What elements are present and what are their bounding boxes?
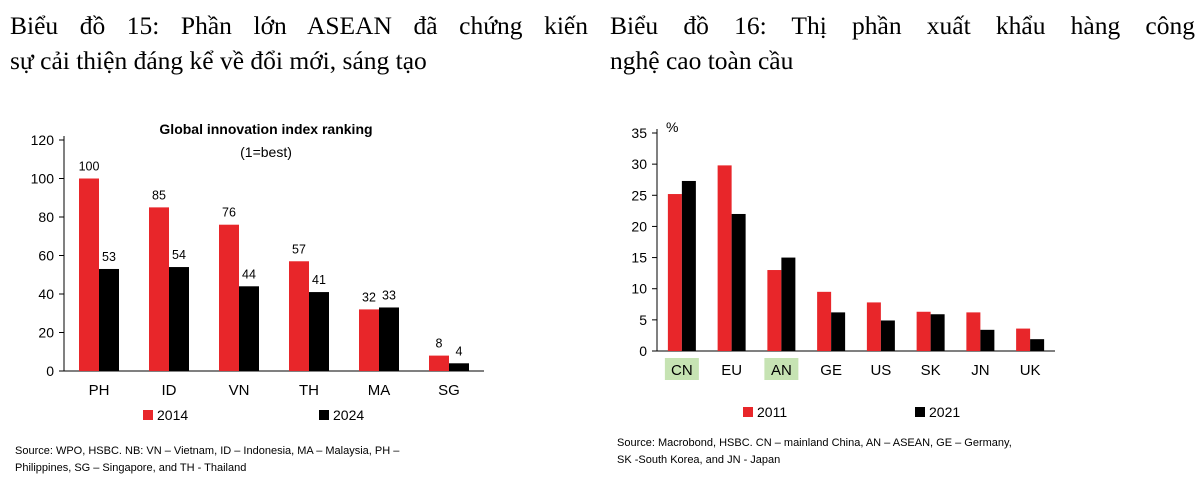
y-tick-label: 25 — [631, 187, 647, 203]
legend-label-2011: 2011 — [757, 404, 787, 420]
x-tick-label-th: TH — [299, 382, 319, 399]
bar-th-2014 — [289, 261, 309, 371]
data-label-th-2024: 41 — [312, 273, 326, 287]
legend-label-2021: 2021 — [929, 404, 960, 420]
legend-swatch-2011 — [743, 407, 753, 417]
bar-sk-2021 — [930, 314, 945, 351]
legend-swatch-2021 — [915, 407, 925, 417]
y-tick-label: 100 — [31, 171, 55, 187]
bar-ge-2021 — [831, 312, 846, 351]
data-label-ph-2024: 53 — [102, 250, 116, 264]
chart16-ylabel: % — [666, 119, 678, 135]
bar-sg-2024 — [449, 363, 469, 371]
bar-vn-2024 — [239, 286, 259, 371]
x-tick-label-vn: VN — [229, 382, 250, 399]
bar-cn-2021 — [681, 180, 696, 351]
y-tick-label: 0 — [639, 343, 647, 359]
chart16-source-line2: SK -South Korea, and JN - Japan — [617, 454, 781, 466]
chart15-source-note: Source: WPO, HSBC. NB: VN – Vietnam, ID … — [15, 443, 485, 477]
x-tick-label-an: AN — [771, 362, 792, 379]
chart15-heading-line2: sự cải thiện đáng kể về đổi mới, sáng tạ… — [10, 46, 427, 75]
y-tick-label: 60 — [38, 248, 54, 264]
highlight-cn — [664, 358, 699, 380]
data-label-th-2014: 57 — [292, 242, 306, 256]
bar-uk-2021 — [1030, 339, 1045, 351]
bar-an-2011 — [767, 270, 782, 351]
x-tick-label-uk: UK — [1020, 362, 1041, 379]
bar-eu-2021 — [731, 213, 746, 351]
legend-swatch-2014 — [143, 410, 153, 420]
bar-us-2011 — [866, 302, 881, 351]
data-label-sg-2014: 8 — [436, 337, 443, 351]
bar-id-2024 — [169, 267, 189, 371]
bar-sk-2011 — [916, 311, 931, 351]
x-tick-label-cn: CN — [671, 362, 693, 379]
x-tick-label-ma: MA — [368, 382, 391, 399]
chart16-heading-line2: nghệ cao toàn cầu — [610, 46, 794, 75]
y-tick-label: 40 — [38, 286, 54, 302]
x-tick-label-ph: PH — [89, 382, 110, 399]
chart15-source-line2: Philippines, SG – Singapore, and TH - Th… — [15, 462, 247, 474]
bar-ma-2024 — [379, 307, 399, 371]
x-tick-label-jn: JN — [971, 362, 989, 379]
highlight-an — [764, 358, 799, 380]
data-label-id-2024: 54 — [172, 248, 186, 262]
y-tick-label: 120 — [31, 132, 55, 148]
chart15-source-line1: Source: WPO, HSBC. NB: VN – Vietnam, ID … — [15, 445, 400, 457]
chart16-source-note: Source: Macrobond, HSBC. CN – mainland C… — [617, 435, 1087, 469]
x-tick-label-eu: EU — [721, 362, 742, 379]
data-label-id-2014: 85 — [152, 188, 166, 202]
innovation-ranking-chart: 0 20 40 60 80 100 120 100 53 PH 85 54 ID 76 44 VN 57 41 TH… — [31, 121, 484, 423]
x-tick-label-sg: SG — [438, 382, 460, 399]
y-tick-label: 15 — [631, 250, 647, 266]
data-label-ph-2014: 100 — [79, 160, 100, 174]
bar-ma-2014 — [359, 309, 379, 371]
chart15-title: Global innovation index ranking — [159, 121, 372, 137]
bar-th-2024 — [309, 292, 329, 371]
y-tick-label: 30 — [631, 156, 647, 172]
bar-us-2021 — [880, 320, 895, 351]
hightech-export-share-chart: 0 5 10 15 20 25 30 35 CN EU AN GE US SK JN UK 2011 2021 % — [631, 119, 1055, 420]
bar-uk-2011 — [1016, 328, 1031, 351]
y-tick-label: 20 — [631, 218, 647, 234]
bar-vn-2014 — [219, 224, 239, 371]
y-tick-label: 80 — [38, 209, 54, 225]
data-label-vn-2014: 76 — [222, 206, 236, 220]
chart15-heading: Biểu đồ 15: Phần lớn ASEAN đã chứng kiến… — [10, 8, 588, 78]
bar-id-2014 — [149, 207, 169, 371]
chart16-source-line1: Source: Macrobond, HSBC. CN – mainland C… — [617, 437, 1012, 449]
chart15-heading-line1: Biểu đồ 15: Phần lớn ASEAN đã chứng kiến — [10, 11, 588, 40]
bar-jn-2011 — [966, 312, 981, 351]
chart15-subtitle: (1=best) — [240, 144, 292, 160]
bar-jn-2021 — [980, 329, 995, 351]
bar-ph-2014 — [79, 178, 99, 371]
legend-swatch-2024 — [319, 410, 329, 420]
bar-ge-2011 — [817, 291, 832, 351]
y-tick-label: 20 — [38, 325, 54, 341]
chart16-heading-line1: Biểu đồ 16: Thị phần xuất khẩu hàng công — [610, 11, 1195, 40]
x-tick-label-sk: SK — [921, 362, 941, 379]
bar-sg-2014 — [429, 355, 449, 371]
legend-label-2014: 2014 — [157, 407, 188, 423]
y-tick-label: 5 — [639, 312, 647, 328]
x-tick-label-ge: GE — [820, 362, 842, 379]
data-label-sg-2024: 4 — [456, 344, 463, 358]
chart16-heading: Biểu đồ 16: Thị phần xuất khẩu hàng công… — [610, 8, 1195, 78]
bar-an-2021 — [781, 257, 796, 351]
legend-label-2024: 2024 — [333, 407, 364, 423]
bar-cn-2011 — [667, 194, 682, 351]
bar-eu-2011 — [717, 165, 732, 351]
bar-ph-2024 — [99, 268, 119, 371]
data-label-ma-2014: 32 — [362, 290, 376, 304]
y-tick-label: 10 — [631, 281, 647, 297]
x-tick-label-id: ID — [162, 382, 177, 399]
y-tick-label: 35 — [631, 125, 647, 141]
data-label-vn-2024: 44 — [242, 267, 256, 281]
x-tick-label-us: US — [870, 362, 891, 379]
data-label-ma-2024: 33 — [382, 288, 396, 302]
y-tick-label: 0 — [46, 363, 54, 379]
